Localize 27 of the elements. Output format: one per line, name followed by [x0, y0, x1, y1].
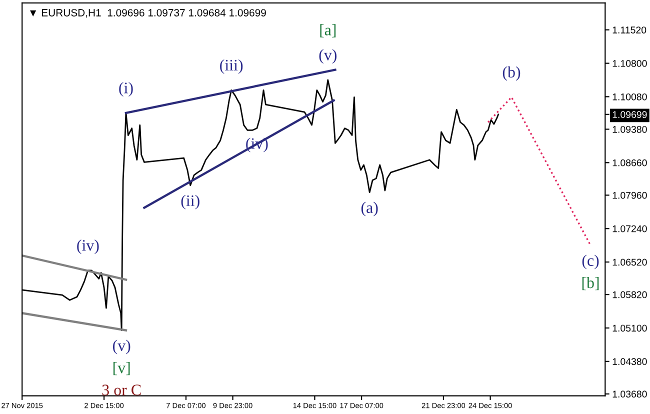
y-tick-label: 1.06520: [612, 258, 647, 266]
y-tick-label: 1.09380: [612, 126, 647, 133]
annotation: (a): [361, 202, 378, 216]
annotation: [v]: [113, 362, 130, 376]
y-tick-label: 1.04380: [612, 358, 647, 366]
y-tick-label: 1.08660: [612, 159, 647, 166]
annotation: (c): [582, 254, 599, 270]
y-tick-label: 1.11520: [612, 26, 646, 34]
annotation: [b]: [582, 276, 599, 290]
y-tick-label: 1.09699: [612, 111, 647, 118]
annotation: [a]: [320, 24, 336, 38]
y-tick-label: 1.07240: [612, 225, 647, 232]
annotation: 3 or C: [102, 384, 141, 396]
annotation: (b): [502, 66, 520, 81]
annotation: (i): [119, 82, 133, 97]
y-tick-label: 1.07960: [612, 192, 647, 199]
y-tick-label: 1.03680: [612, 390, 647, 398]
y-tick-label: 1.05100: [612, 324, 647, 332]
annotation: (ii): [181, 194, 200, 210]
y-tick-label: 1.10800: [612, 60, 647, 67]
annotation: (v): [319, 49, 336, 64]
y-tick-label: 1.05820: [612, 291, 647, 298]
annotation: (iv): [77, 240, 99, 254]
annotation: (v): [112, 340, 130, 354]
annotation: (iii): [220, 59, 243, 74]
y-tick-label: 1.10080: [612, 93, 647, 100]
text: ▼ EURUSD,H1 1.09696 1.09737 1.09684 1.09699: [30, 9, 266, 18]
